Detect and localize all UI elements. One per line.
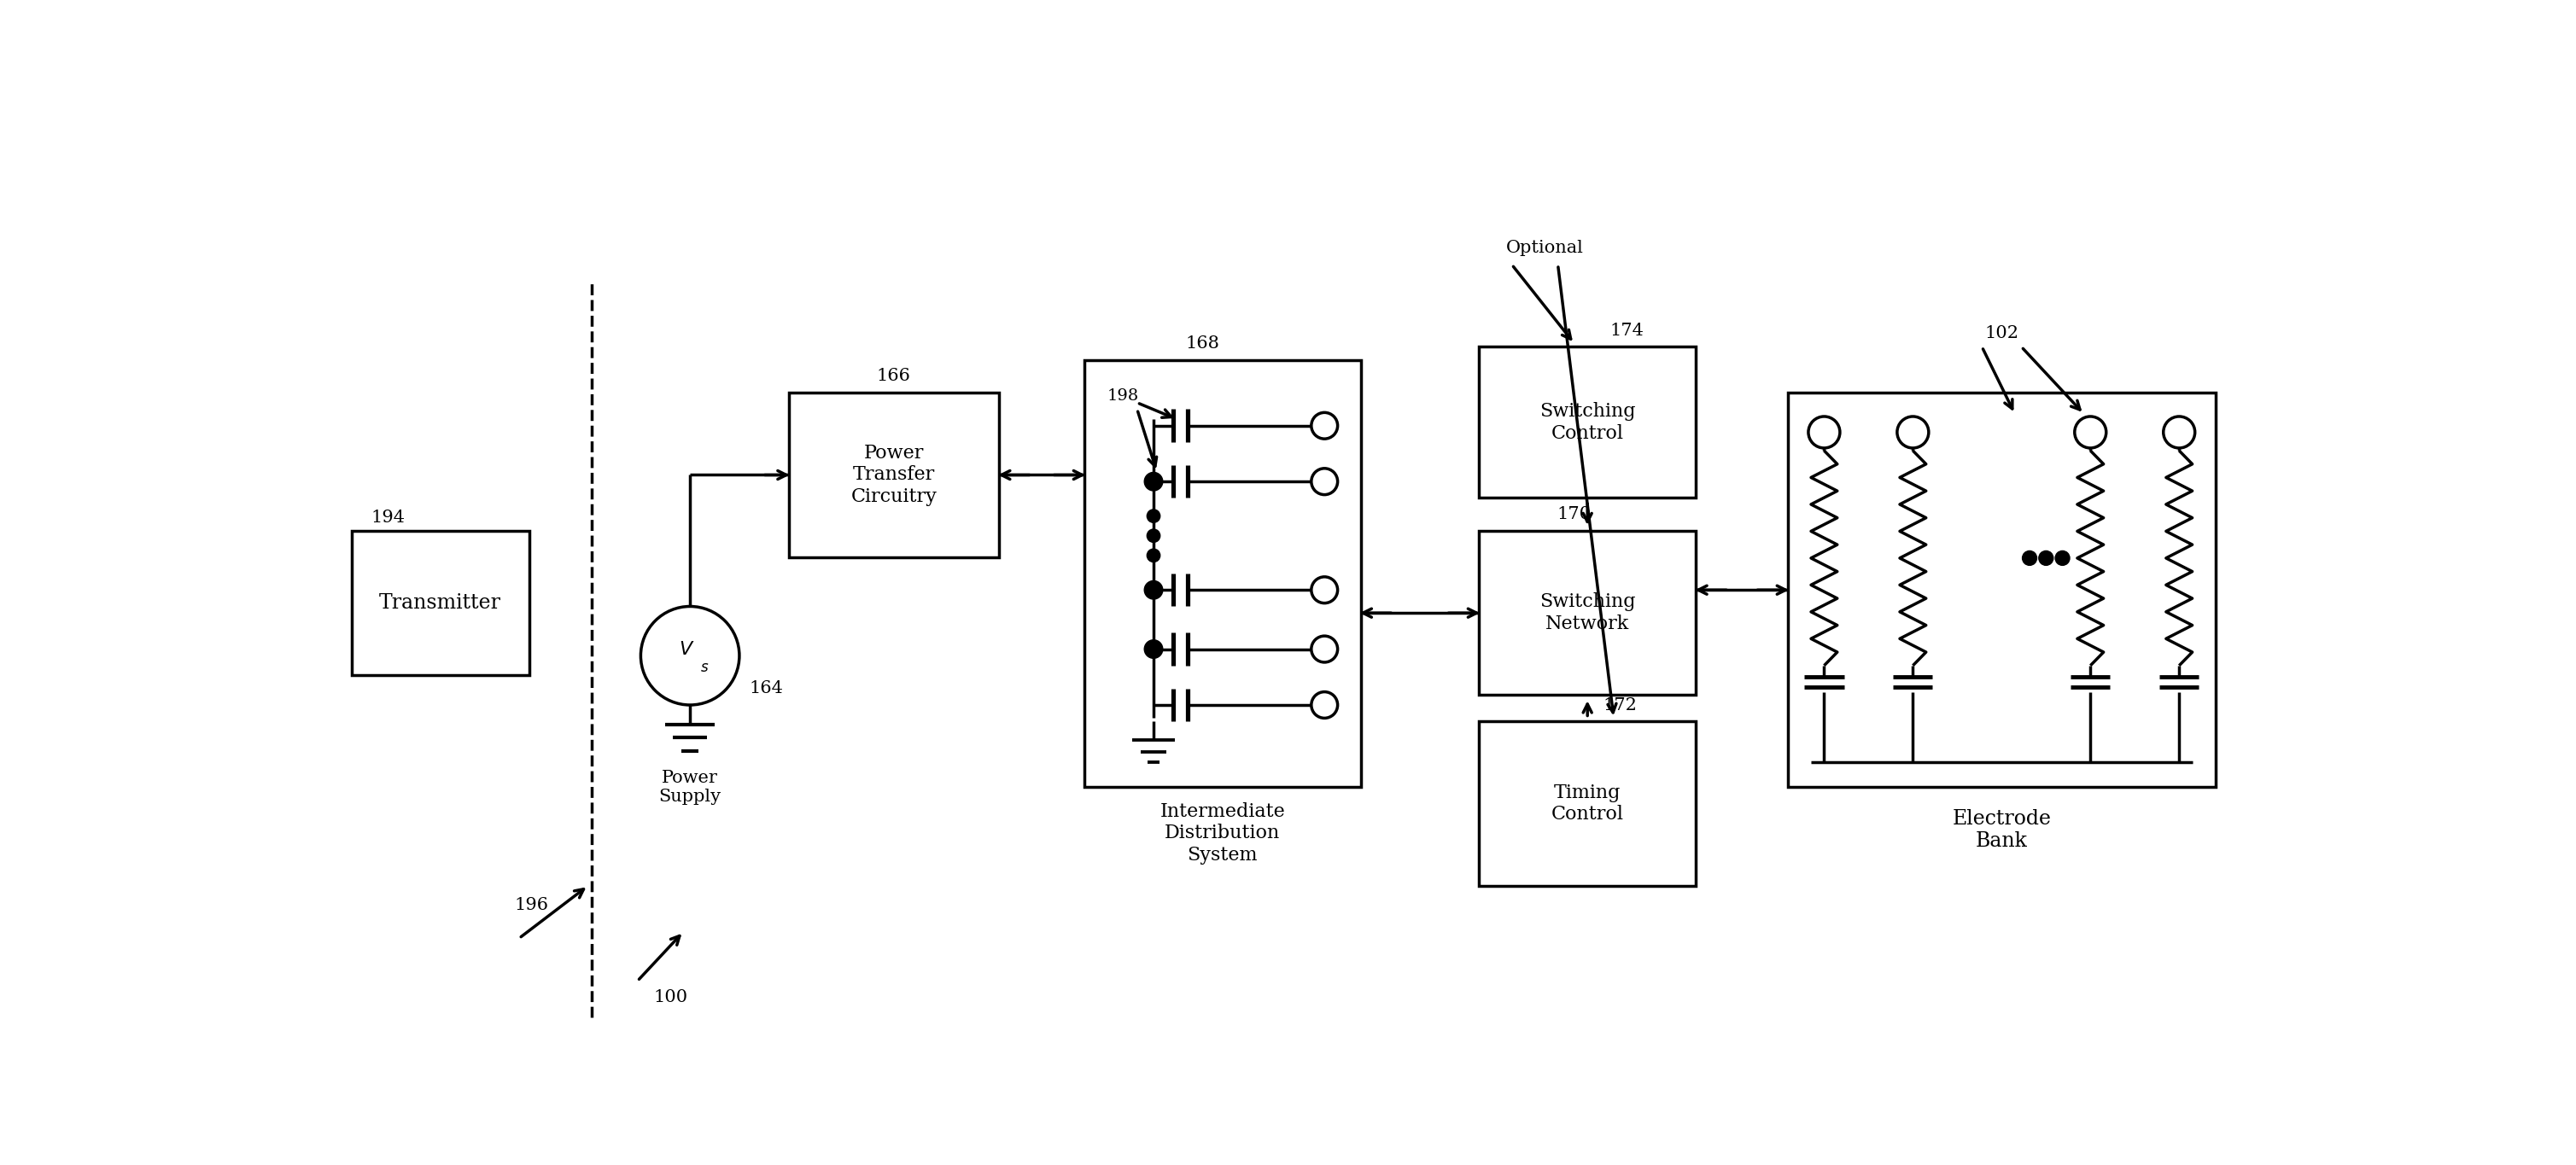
Text: 174: 174: [1610, 323, 1643, 339]
Text: 166: 166: [876, 368, 912, 384]
Text: Power
Supply: Power Supply: [659, 770, 721, 805]
Text: 102: 102: [1984, 325, 2020, 341]
Circle shape: [1144, 581, 1162, 599]
Circle shape: [1808, 416, 1839, 449]
Circle shape: [2022, 551, 2038, 565]
Circle shape: [1311, 636, 1337, 662]
Bar: [1788, 393, 2215, 788]
Text: 194: 194: [371, 509, 404, 525]
Text: Switching
Network: Switching Network: [1540, 593, 1636, 634]
Text: Electrode
Bank: Electrode Bank: [1953, 809, 2050, 850]
Circle shape: [2038, 551, 2053, 565]
Text: $V$: $V$: [680, 640, 696, 658]
Bar: [350, 531, 528, 676]
Bar: [788, 393, 999, 557]
Bar: [1479, 531, 1695, 696]
Circle shape: [2056, 551, 2069, 565]
Circle shape: [1311, 577, 1337, 603]
Bar: [1084, 360, 1360, 788]
Circle shape: [1144, 472, 1162, 490]
Text: Power
Transfer
Circuitry: Power Transfer Circuitry: [850, 444, 938, 506]
Text: Transmitter: Transmitter: [379, 593, 502, 613]
Text: 172: 172: [1602, 697, 1638, 713]
Text: 168: 168: [1185, 336, 1221, 352]
Circle shape: [1146, 529, 1159, 543]
Text: 196: 196: [515, 897, 549, 913]
Circle shape: [2164, 416, 2195, 449]
Circle shape: [1311, 412, 1337, 439]
Text: Switching
Control: Switching Control: [1540, 402, 1636, 443]
Text: 198: 198: [1108, 388, 1139, 404]
Text: Timing
Control: Timing Control: [1551, 783, 1623, 824]
Circle shape: [1146, 509, 1159, 523]
Circle shape: [1311, 468, 1337, 495]
Text: 164: 164: [750, 680, 783, 697]
Circle shape: [1144, 640, 1162, 658]
Text: Intermediate
Distribution
System: Intermediate Distribution System: [1159, 802, 1285, 864]
Bar: [1479, 721, 1695, 885]
Text: 100: 100: [654, 989, 688, 1005]
Bar: [1479, 347, 1695, 497]
Circle shape: [1896, 416, 1929, 449]
Circle shape: [1311, 692, 1337, 718]
Text: 170: 170: [1558, 507, 1592, 522]
Circle shape: [2074, 416, 2107, 449]
Text: Optional: Optional: [1507, 240, 1584, 256]
Circle shape: [1146, 549, 1159, 562]
Text: $s$: $s$: [701, 661, 708, 675]
